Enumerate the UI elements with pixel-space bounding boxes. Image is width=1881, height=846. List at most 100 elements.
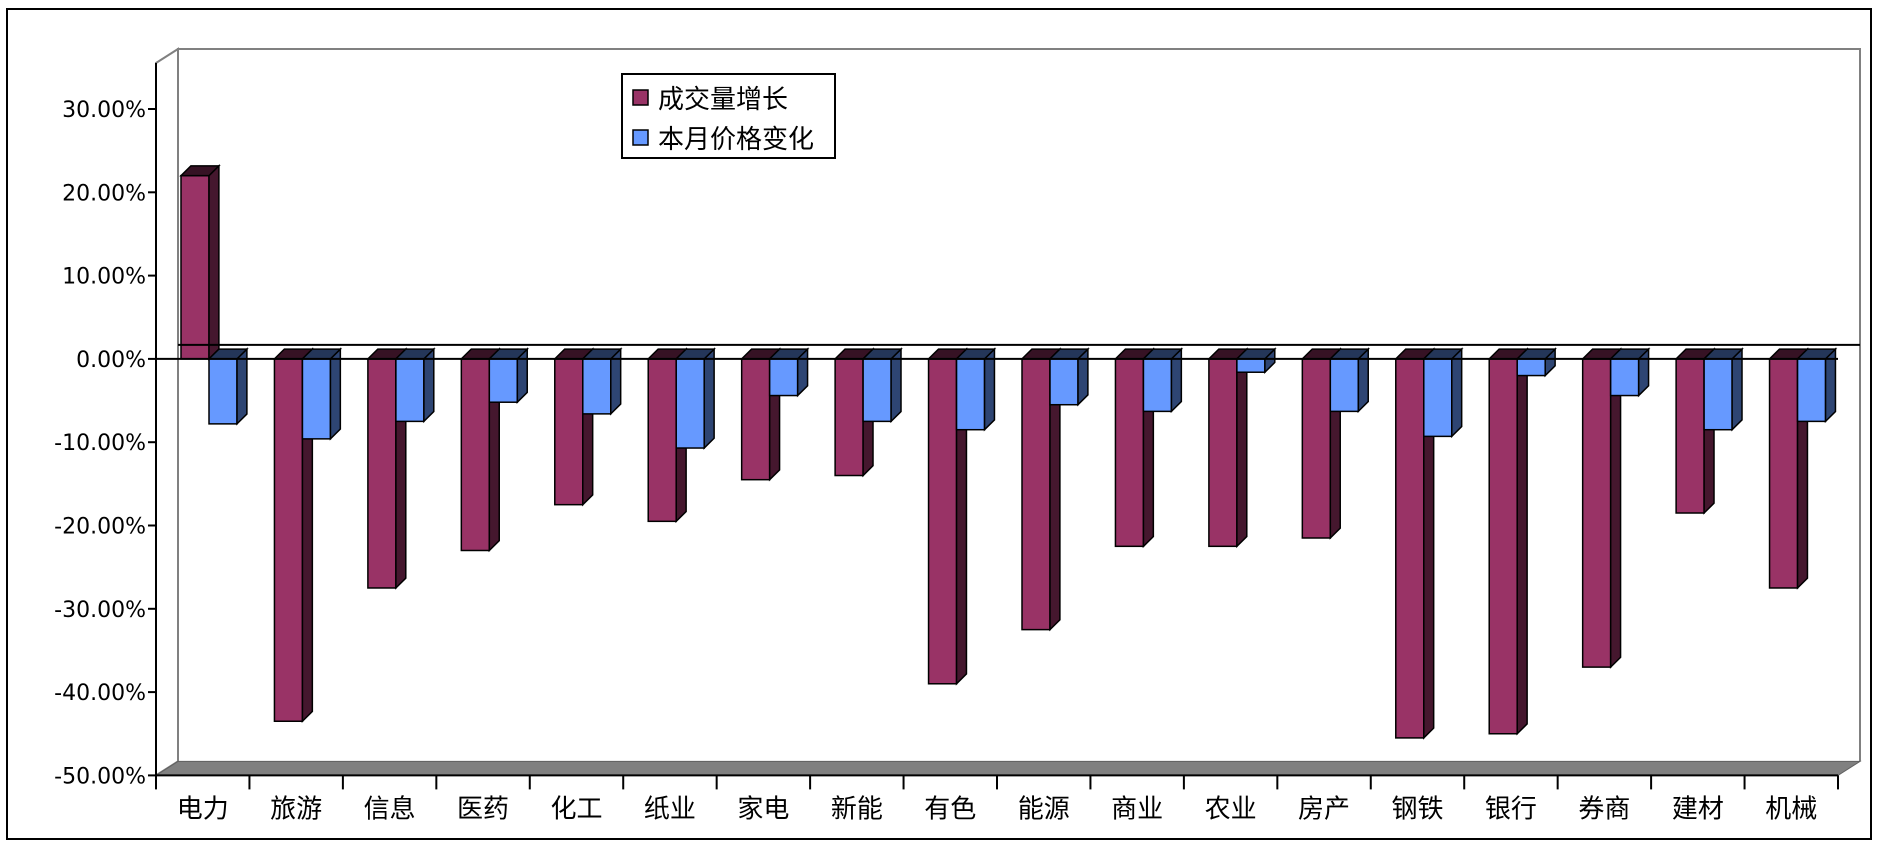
x-tick-label: 银行 bbox=[1485, 794, 1537, 824]
bar-front bbox=[1488, 358, 1518, 735]
bar-side bbox=[703, 347, 715, 450]
bars bbox=[179, 164, 1838, 740]
side-wall bbox=[155, 47, 179, 778]
bar-front bbox=[1675, 358, 1705, 514]
x-tick-label: 纸业 bbox=[644, 794, 696, 824]
bar-side bbox=[329, 347, 342, 441]
bar-front bbox=[1236, 358, 1266, 373]
zero-line bbox=[156, 343, 1860, 360]
bar-side bbox=[236, 347, 248, 426]
bar-price-change bbox=[1235, 347, 1277, 375]
bar-price-change bbox=[1141, 347, 1184, 414]
bar-front bbox=[273, 358, 304, 723]
bar-volume-growth bbox=[926, 347, 969, 686]
legend-label: 本月价格变化 bbox=[658, 125, 814, 155]
bar-front bbox=[582, 358, 612, 415]
y-axis: 30.00% 20.00% 10.00% 0.00% -10.00% -20.00% -30… bbox=[54, 63, 157, 789]
y-tick-label: -40.00% bbox=[54, 681, 146, 706]
y-tick-label: 0.00% bbox=[76, 348, 146, 373]
bar-price-change bbox=[1048, 347, 1090, 407]
bar-front bbox=[1516, 358, 1546, 377]
bar-volume-growth bbox=[179, 164, 221, 361]
x-tick-label: 新能 bbox=[831, 794, 883, 824]
x-tick-label: 电力 bbox=[177, 794, 229, 824]
bar-side bbox=[1824, 347, 1837, 424]
x-tick-label: 券商 bbox=[1578, 794, 1630, 824]
bar-price-change bbox=[300, 347, 343, 441]
bar-volume-growth bbox=[1580, 347, 1623, 669]
y-tick-label: -10.00% bbox=[54, 431, 146, 456]
bar-side bbox=[1731, 347, 1743, 432]
bar-price-change bbox=[861, 347, 903, 424]
x-tick-label: 商业 bbox=[1111, 794, 1163, 824]
x-tick-label: 有色 bbox=[924, 794, 976, 824]
bar-front bbox=[554, 358, 584, 506]
bar-front bbox=[1609, 358, 1640, 397]
bar-front bbox=[927, 358, 958, 685]
y-tick-label: -50.00% bbox=[54, 764, 146, 789]
legend-swatch bbox=[632, 129, 649, 146]
bar-front bbox=[460, 358, 491, 552]
x-axis: 电力 旅游 信息 医药 化工 纸业 家电 新能 有色 能源 商业 农业 房产 钢铁 银行 券商 建材 机械 bbox=[155, 774, 1839, 824]
bar-front bbox=[180, 174, 210, 360]
bar-front bbox=[488, 358, 519, 403]
bar-volume-growth bbox=[366, 347, 408, 590]
bar-price-change bbox=[1328, 347, 1371, 414]
bar-front bbox=[1423, 358, 1453, 438]
bar-volume-growth bbox=[1487, 347, 1529, 736]
bar-price-change bbox=[487, 347, 530, 405]
bar-front bbox=[1796, 358, 1827, 423]
bar-front bbox=[1301, 358, 1332, 539]
bar-side bbox=[1451, 347, 1463, 439]
bar-front bbox=[955, 358, 986, 431]
x-tick-label: 机械 bbox=[1765, 794, 1817, 824]
bar-volume-growth bbox=[1207, 347, 1249, 549]
bar-front bbox=[1768, 358, 1799, 589]
bar-front bbox=[367, 358, 397, 589]
y-tick-label: -20.00% bbox=[54, 515, 146, 540]
bar-price-change bbox=[1515, 347, 1557, 378]
bar-front bbox=[1142, 358, 1173, 413]
bar-front bbox=[740, 358, 771, 481]
bar-price-change bbox=[767, 347, 810, 398]
y-tick-label: 30.00% bbox=[62, 98, 146, 123]
bar-front bbox=[1021, 358, 1051, 631]
bar-front bbox=[1114, 358, 1145, 548]
legend-label: 成交量增长 bbox=[658, 85, 788, 115]
floor bbox=[154, 760, 1862, 776]
bar-side bbox=[1609, 347, 1622, 669]
y-tick-label: -30.00% bbox=[54, 598, 146, 623]
bar-front bbox=[1395, 358, 1425, 739]
x-tick-label: 钢铁 bbox=[1391, 794, 1443, 824]
x-tick-label: 房产 bbox=[1298, 794, 1350, 824]
bar-side bbox=[1236, 347, 1248, 549]
x-tick-label: 农业 bbox=[1205, 794, 1257, 824]
bar-price-change bbox=[1608, 347, 1651, 398]
bar-front bbox=[1581, 358, 1612, 668]
y-tick-label: 20.00% bbox=[62, 181, 146, 206]
chart-walls bbox=[154, 47, 1862, 778]
legend-swatch bbox=[632, 89, 649, 106]
bar-front bbox=[1329, 358, 1360, 413]
bar-price-change bbox=[1702, 347, 1744, 432]
bar-side bbox=[890, 347, 902, 424]
bar-side bbox=[423, 347, 435, 424]
x-tick-label: 信息 bbox=[364, 794, 416, 824]
bar-front bbox=[834, 358, 864, 477]
bar-front bbox=[862, 358, 892, 423]
bar-price-change bbox=[674, 347, 716, 450]
x-tick-label: 旅游 bbox=[270, 794, 322, 824]
bar-front bbox=[1208, 358, 1238, 548]
y-tick-label: 10.00% bbox=[62, 265, 146, 290]
bar-volume-growth bbox=[1674, 347, 1716, 515]
bar-price-change bbox=[394, 347, 436, 424]
bar-price-change bbox=[1421, 347, 1464, 439]
x-tick-label: 能源 bbox=[1018, 794, 1070, 824]
bar-price-change bbox=[1795, 347, 1838, 424]
bar-front bbox=[1703, 358, 1733, 431]
bar-volume-growth bbox=[552, 347, 595, 507]
bar-front bbox=[395, 358, 425, 423]
bar-front bbox=[301, 358, 332, 440]
